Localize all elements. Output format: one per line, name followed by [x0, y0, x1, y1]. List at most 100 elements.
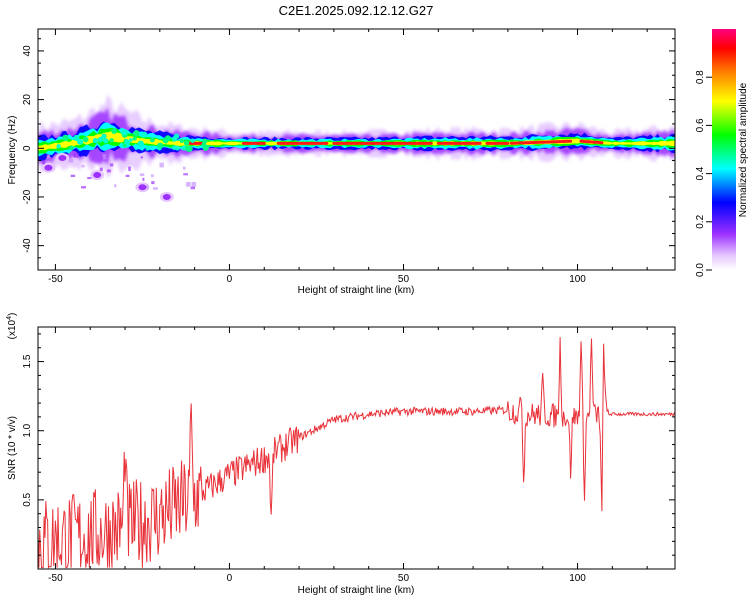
x-tick-label: 0: [227, 274, 233, 285]
spectrogram-noise-cell: [142, 177, 145, 181]
y-tick-label: -20: [22, 189, 33, 204]
spectrogram-noise-cell: [103, 157, 107, 160]
spectrogram-speckle: [82, 136, 89, 143]
spectrogram-noise-cell: [109, 163, 114, 167]
spectrogram-noise-cell: [190, 186, 196, 190]
y-tick-label: 0.5: [22, 492, 33, 506]
spectrogram-speckle: [62, 134, 69, 141]
spectrogram-blob: [138, 184, 147, 191]
snr-frame: [37, 326, 676, 570]
snr-plot-area: [38, 327, 675, 569]
colorbar-tick-label: 0.8: [695, 70, 706, 84]
spectrogram-noise-cell: [70, 174, 76, 178]
spectrogram-ridge-peak: [579, 139, 604, 145]
svg-text:(x104): (x104): [6, 313, 18, 340]
spectrogram-speckle: [157, 142, 164, 149]
spectrogram-noise-cell: [152, 187, 158, 190]
colorbar-label: Normalized spectral amplitude: [738, 82, 749, 217]
snr-multiplier-base: (x10: [7, 319, 18, 339]
spectrogram-noise-cell: [114, 184, 117, 188]
spectrogram-speckle: [121, 129, 128, 136]
spectrogram-speckle: [124, 139, 131, 145]
spectrogram-speckle: [98, 136, 104, 142]
colorbar-tick-label: 0.0: [695, 263, 706, 277]
spectrogram-noise-cell: [139, 173, 145, 177]
spectrogram-noise-cell: [151, 181, 155, 185]
spectrogram-noise-cell: [99, 167, 103, 171]
colorbar-tick-label: 0.4: [695, 166, 706, 180]
colorbar-tick-label: 0.2: [695, 214, 706, 228]
spectrogram-speckle: [149, 137, 155, 143]
y-tick-label: 20: [22, 94, 33, 106]
spectrogram-speckle: [137, 140, 145, 147]
colorbar-tick-label: 0.6: [695, 118, 706, 132]
spectrogram-speckle: [77, 138, 84, 145]
spectrogram-speckle: [101, 133, 107, 139]
colorbar-gradient: [712, 29, 736, 270]
spectrogram-panel: -50 0 50 100 -40 -20 0 20 40 Height of straight …: [7, 28, 676, 296]
spectrogram-frame: [37, 28, 676, 271]
spectrogram-x-axis-label: Height of straight line (km): [298, 285, 415, 296]
y-tick-label: 1.5: [22, 354, 33, 368]
spectrogram-noise-cell: [182, 166, 186, 170]
spectrogram-speckle: [145, 146, 150, 151]
spectrogram-speckle: [132, 136, 137, 141]
spectrogram-speckle: [133, 130, 140, 137]
spectrogram-speckle: [190, 138, 195, 143]
snr-series-line: [38, 337, 675, 569]
snr-y-axis-label: SNR (10 * v/v): [7, 416, 18, 480]
spectrogram-speckle: [129, 138, 133, 142]
spectrogram-noise-cell: [183, 173, 188, 176]
spectrogram-noise-cell: [106, 169, 111, 173]
y-tick-label: 1.0: [22, 423, 33, 437]
spectrogram-speckle: [174, 145, 180, 151]
chart-title: C2E1.2025.092.12.12.G27: [279, 3, 434, 18]
spectrogram-speckle: [141, 131, 148, 138]
spectrogram-outer-band: [38, 107, 675, 166]
spectrogram-blob: [93, 172, 102, 179]
spectrogram-noise-cell: [140, 156, 144, 159]
spectrogram-ridge-peak: [509, 139, 573, 145]
spectrogram-noise-cell: [81, 186, 87, 189]
spectrogram-noise-cell: [72, 153, 75, 157]
spectrogram-noise-cell: [68, 159, 74, 163]
spectrogram-y-axis-label: Frequency (Hz): [7, 116, 18, 185]
spectrogram-speckle: [103, 138, 109, 144]
spectrogram-speckle: [92, 138, 98, 144]
x-tick-label: -50: [48, 573, 63, 584]
spectrogram-noise-cell: [159, 162, 164, 168]
spectrogram-speckle: [111, 128, 118, 134]
spectrogram-noise-cell: [128, 166, 131, 171]
spectrogram-speckle: [185, 145, 192, 152]
spectrogram-noise-cell: [186, 182, 191, 187]
spectrogram-noise-cell: [87, 176, 92, 180]
spectrogram-speckle: [73, 134, 80, 142]
spectrogram-speckle: [165, 135, 171, 141]
spectrogram-noise-cell: [102, 154, 107, 157]
spectrogram-noise-cell: [146, 184, 149, 190]
spectrogram-speckle: [179, 138, 184, 143]
x-tick-label: 100: [569, 573, 586, 584]
spectrogram-speckle: [109, 138, 114, 143]
spectrogram-noise-cell: [191, 181, 197, 187]
spectrogram-blob: [58, 155, 67, 162]
spectrogram-blob: [44, 164, 53, 171]
y-tick-label: 40: [22, 45, 33, 57]
spectrogram-noise-cell: [125, 174, 130, 178]
spectrogram-speckle: [202, 144, 209, 151]
colorbar: 0.0 0.2 0.4 0.6 0.8 Normalized spectral ampl…: [695, 29, 749, 277]
colorbar-ticks: 0.0 0.2 0.4 0.6 0.8: [695, 70, 712, 277]
spectrogram-speckle: [181, 145, 187, 151]
spectrogram-noise-cell: [81, 164, 85, 168]
snr-x-axis-label: Height of straight line (km): [298, 585, 415, 596]
spectrogram-noise-cell: [42, 161, 45, 165]
x-tick-label: 0: [227, 573, 233, 584]
spectrogram-noise-cell: [150, 174, 154, 178]
x-tick-label: 50: [398, 573, 410, 584]
spectrogram-inner-band: [38, 122, 675, 157]
x-tick-label: 50: [398, 274, 410, 285]
y-tick-label: -40: [22, 238, 33, 253]
spectrogram-speckle: [56, 144, 61, 149]
spectrogram-blob: [162, 193, 171, 200]
spectrogram-speckle: [171, 136, 178, 142]
